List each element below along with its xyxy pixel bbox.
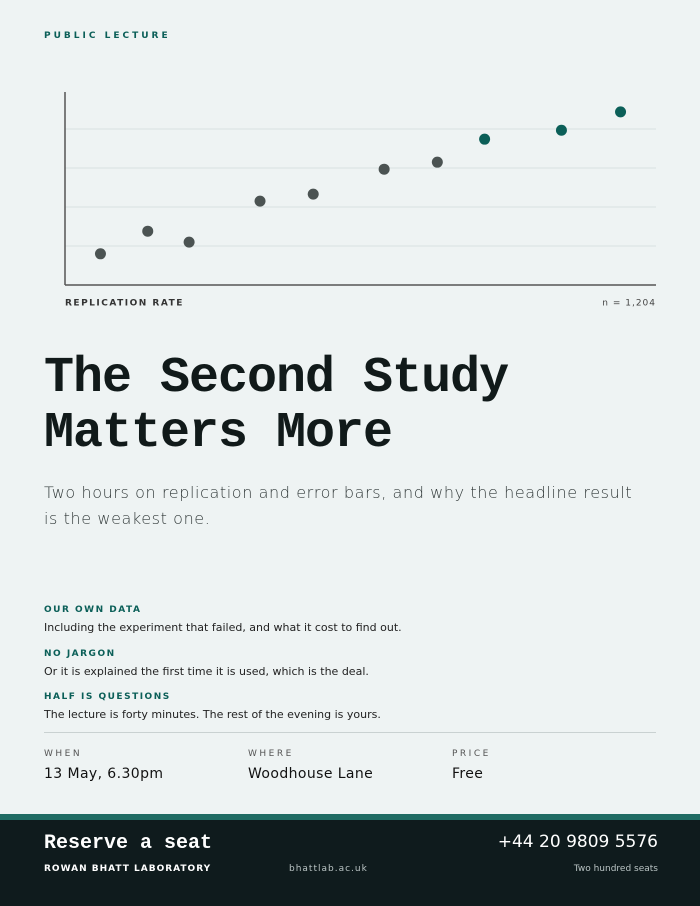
point-text: Including the experiment that failed, an… <box>44 621 402 634</box>
cta[interactable]: Reserve a seat <box>44 832 213 855</box>
chart: REPLICATION RATE n = 1,204 <box>64 92 656 309</box>
point-heading: OUR OWN DATA <box>44 605 142 615</box>
point <box>307 188 319 200</box>
organizer: ROWAN BHATT LABORATORY <box>44 864 212 874</box>
point-text: Or it is explained the first time it is … <box>44 665 369 678</box>
detail-label: PRICE <box>452 749 491 759</box>
subtitle: Two hours on replication and error bars,… <box>44 483 633 528</box>
point <box>479 133 491 145</box>
eyebrow: PUBLIC LECTURE <box>44 31 171 41</box>
point-text: The lecture is forty minutes. The rest o… <box>44 708 381 721</box>
detail-label: WHERE <box>248 749 294 759</box>
capacity: Two hundred seats <box>573 864 658 874</box>
detail-value: Free <box>452 766 484 782</box>
detail-value: 13 May, 6.30pm <box>44 766 164 782</box>
website[interactable]: bhattlab.ac.uk <box>289 864 368 874</box>
point <box>254 195 266 207</box>
divider <box>44 732 656 733</box>
annotation: n = 1,204 <box>602 299 656 309</box>
point <box>183 236 195 248</box>
title-line: The Second Study <box>44 350 509 407</box>
detail-label: WHEN <box>44 749 83 759</box>
point <box>142 225 154 237</box>
point <box>94 248 106 260</box>
point-heading: NO JARGON <box>44 649 116 659</box>
point <box>555 124 567 136</box>
detail-value: Woodhouse Lane <box>248 766 374 782</box>
x-axis-label: REPLICATION RATE <box>65 299 184 309</box>
point-heading: HALF IS QUESTIONS <box>44 692 171 702</box>
phone[interactable]: +44 20 9809 5576 <box>497 832 658 852</box>
point <box>615 106 627 118</box>
title-line: Matters More <box>44 405 393 462</box>
point <box>378 163 390 175</box>
footer: Reserve a seat ROWAN BHATT LABORATORY bh… <box>0 814 700 906</box>
point <box>431 156 443 168</box>
